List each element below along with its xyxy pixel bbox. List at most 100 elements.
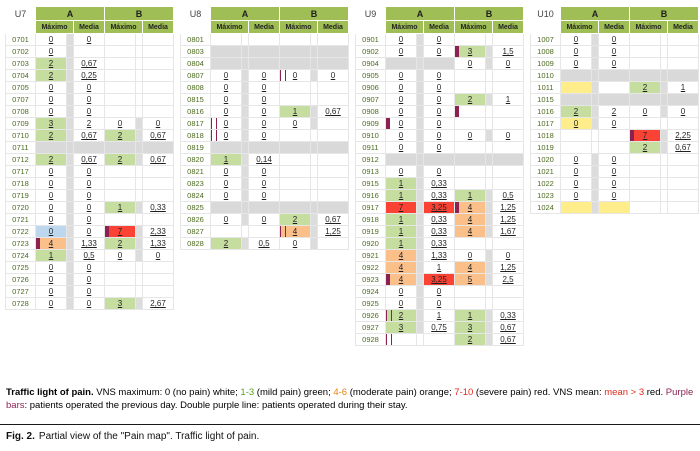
- spacer-strip: [310, 105, 318, 118]
- spacer-strip: [485, 141, 493, 154]
- bed-row: 0817 0 0 0: [180, 117, 349, 130]
- vns-mean-cell: 0: [248, 117, 280, 130]
- vns-mean-cell: [317, 129, 349, 142]
- vns-mean-cell: 0: [423, 93, 455, 106]
- spacer-strip: [241, 45, 249, 58]
- bed-id: 0705: [5, 81, 36, 94]
- vns-max-cell: [104, 81, 136, 94]
- vns-mean-cell: 0,33: [423, 225, 455, 238]
- bed-row: 0707 0 0: [5, 93, 174, 106]
- vns-max-cell: [279, 129, 311, 142]
- group-header-a: A: [560, 6, 630, 21]
- spacer-strip: [416, 273, 424, 286]
- legend-segment: red.: [644, 387, 666, 398]
- bed-id: 0722: [5, 225, 36, 238]
- spacer-strip: [416, 309, 424, 322]
- spacer-strip: [591, 129, 599, 142]
- vns-max-cell: 0: [35, 189, 67, 202]
- bed-row: 0705 0 0: [5, 81, 174, 94]
- bed-id: 0815: [180, 93, 211, 106]
- vns-max-cell: 4: [454, 201, 486, 214]
- spacer-strip: [591, 117, 599, 130]
- bed-id: 0925: [355, 297, 386, 310]
- spacer-strip: [241, 201, 249, 214]
- bed-row: 1019 2 0,67: [530, 141, 699, 154]
- bed-id: 0924: [355, 285, 386, 298]
- vns-max-cell: [454, 153, 486, 166]
- vns-max-cell: 0: [385, 141, 417, 154]
- bed-id: 0817: [180, 117, 211, 130]
- spacer-strip: [66, 237, 74, 250]
- vns-max-cell: [279, 45, 311, 58]
- spacer-strip: [416, 321, 424, 334]
- vns-max-cell: 0: [210, 69, 242, 82]
- spacer-strip: [416, 225, 424, 238]
- spacer-strip: [310, 177, 318, 190]
- vns-mean-cell: 2: [73, 117, 105, 130]
- vns-mean-cell: [142, 141, 174, 154]
- spacer-strip: [310, 45, 318, 58]
- vns-mean-cell: 0,33: [423, 189, 455, 202]
- vns-mean-cell: 0: [248, 129, 280, 142]
- spacer-strip: [135, 45, 143, 58]
- bed-row: 0728 0 0 3 2,67: [5, 297, 174, 310]
- bed-id: 0927: [355, 321, 386, 334]
- spacer-strip: [591, 33, 599, 46]
- bed-row: 0803: [180, 45, 349, 58]
- vns-mean-cell: [317, 153, 349, 166]
- vns-max-cell: 4: [454, 213, 486, 226]
- spacer-strip: [416, 45, 424, 58]
- spacer-strip: [485, 249, 493, 262]
- pain-map-panels: U7 A B Máximo Media Máximo Media 0701 0 0 0702 0 070…: [5, 6, 699, 346]
- bed-row: 0911 0 0: [355, 141, 524, 154]
- vns-max-cell: 0: [560, 153, 592, 166]
- vns-max-cell: [454, 33, 486, 46]
- vns-mean-cell: 0: [142, 249, 174, 262]
- sub-header: Máximo: [210, 20, 249, 34]
- vns-max-cell: 1: [35, 249, 67, 262]
- corner-cell: [356, 21, 386, 34]
- vns-mean-cell: [667, 201, 699, 214]
- vns-max-cell: [629, 165, 661, 178]
- vns-mean-cell: [248, 141, 280, 154]
- vns-mean-cell: 0: [73, 165, 105, 178]
- bed-id: 1019: [530, 141, 561, 154]
- vns-mean-cell: 0: [598, 117, 630, 130]
- vns-mean-cell: 0,33: [423, 177, 455, 190]
- figure-caption: Fig. 2. Partial view of the "Pain map". T…: [6, 431, 259, 442]
- spacer-strip: [416, 33, 424, 46]
- bed-row: 0721 0 0: [5, 213, 174, 226]
- vns-mean-cell: [142, 165, 174, 178]
- vns-mean-cell: 0: [492, 249, 524, 262]
- vns-max-cell: [279, 57, 311, 70]
- spacer-strip: [135, 129, 143, 142]
- vns-mean-cell: [248, 57, 280, 70]
- vns-max-cell: 0: [629, 105, 661, 118]
- vns-mean-cell: 0: [73, 105, 105, 118]
- bed-row: 0724 1 0,5 0 0: [5, 249, 174, 262]
- vns-mean-cell: 1,67: [492, 225, 524, 238]
- spacer-strip: [485, 165, 493, 178]
- vns-mean-cell: [667, 177, 699, 190]
- spacer-strip: [135, 57, 143, 70]
- vns-max-cell: [560, 69, 592, 82]
- vns-mean-cell: [317, 237, 349, 250]
- spacer-strip: [135, 273, 143, 286]
- panel-u8: U8 A B Máximo Media Máximo Media 0801 0803 0804 08…: [180, 6, 349, 250]
- spacer-strip: [485, 297, 493, 310]
- vns-max-cell: [104, 141, 136, 154]
- spacer-strip: [241, 225, 249, 238]
- bed-id: 0801: [180, 33, 211, 46]
- bed-id: 0721: [5, 213, 36, 226]
- vns-mean-cell: [317, 57, 349, 70]
- sub-header: Media: [598, 20, 630, 34]
- bed-id: 1008: [530, 45, 561, 58]
- vns-max-cell: 4: [279, 225, 311, 238]
- spacer-strip: [310, 189, 318, 202]
- bed-row: 1011 2 1: [530, 81, 699, 94]
- bed-id: 0724: [5, 249, 36, 262]
- vns-max-cell: 2: [560, 105, 592, 118]
- bed-id: 0824: [180, 189, 211, 202]
- bed-id: 1018: [530, 129, 561, 142]
- bed-id: 0718: [5, 177, 36, 190]
